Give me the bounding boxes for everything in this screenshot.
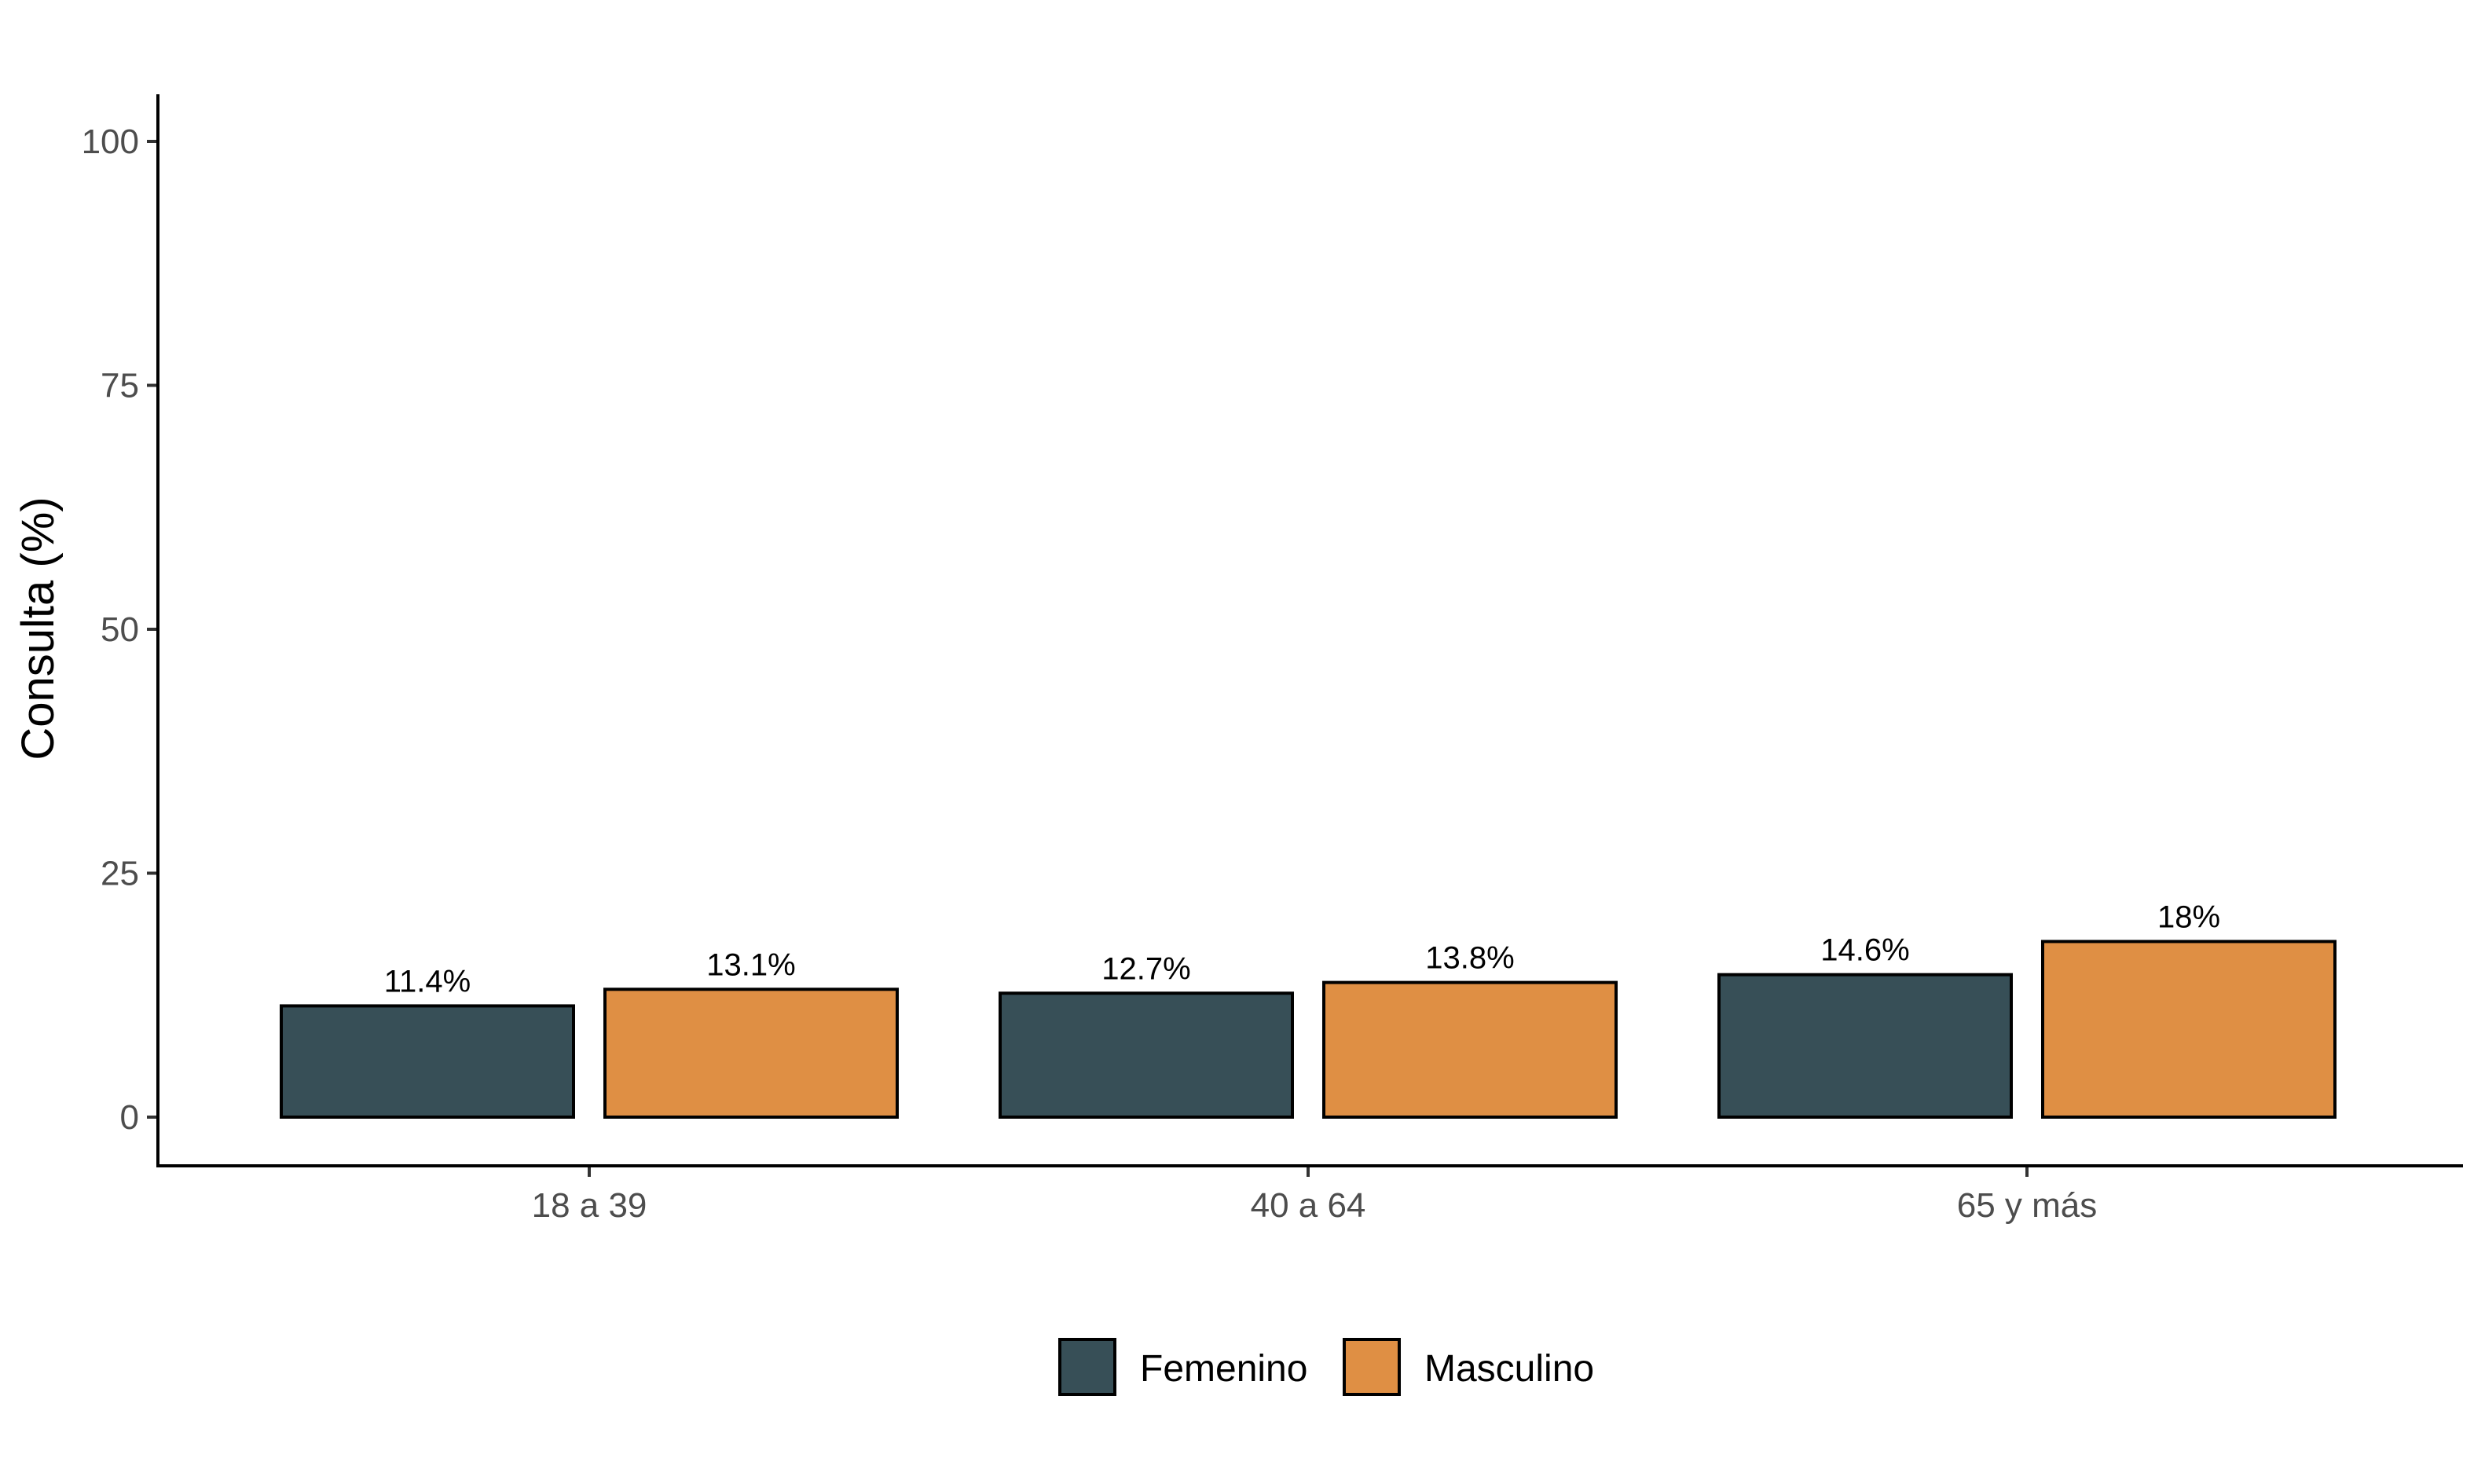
data-label: 13.8% [1425, 941, 1514, 976]
bars [280, 940, 2337, 1119]
legend-label-femenino: Femenino [1140, 1348, 1307, 1390]
legend-key-masculino [1343, 1338, 1401, 1396]
data-label: 13.1% [706, 947, 795, 982]
y-tick-label: 75 [101, 367, 139, 405]
bar-masculino-3 [2041, 940, 2337, 1119]
legend: Femenino Masculino [1058, 1338, 1594, 1396]
y-axis-title: Consulta (%) [13, 496, 64, 760]
y-tick-label: 100 [82, 123, 139, 161]
data-label: 18% [2157, 900, 2220, 934]
data-label: 11.4% [384, 964, 471, 998]
data-labels: 11.4% 13.1% 12.7% 13.8% 14.6% 18% [384, 900, 2220, 998]
x-tick-label: 40 a 64 [1251, 1186, 1366, 1225]
y-tick-label: 25 [101, 855, 139, 893]
y-tick-label: 50 [101, 610, 139, 649]
data-label: 14.6% [1820, 933, 1909, 968]
legend-label-masculino: Masculino [1424, 1348, 1594, 1390]
bar-femenino-1 [280, 1004, 575, 1119]
y-tick-label: 0 [120, 1098, 139, 1137]
x-axis-ticks: 18 a 39 40 a 64 65 y más [532, 1166, 2098, 1225]
x-tick-label: 18 a 39 [532, 1186, 647, 1225]
bar-femenino-3 [1717, 973, 2013, 1119]
bar-masculino-2 [1322, 980, 1618, 1119]
x-tick-label: 65 y más [1957, 1186, 2098, 1225]
data-label: 12.7% [1101, 951, 1190, 986]
legend-key-femenino [1058, 1338, 1116, 1396]
y-axis-title-group: Consulta (%) [13, 496, 64, 760]
bar-masculino-1 [603, 988, 899, 1119]
y-axis-ticks: 0 25 50 75 100 [82, 123, 158, 1137]
bar-femenino-2 [999, 991, 1294, 1119]
